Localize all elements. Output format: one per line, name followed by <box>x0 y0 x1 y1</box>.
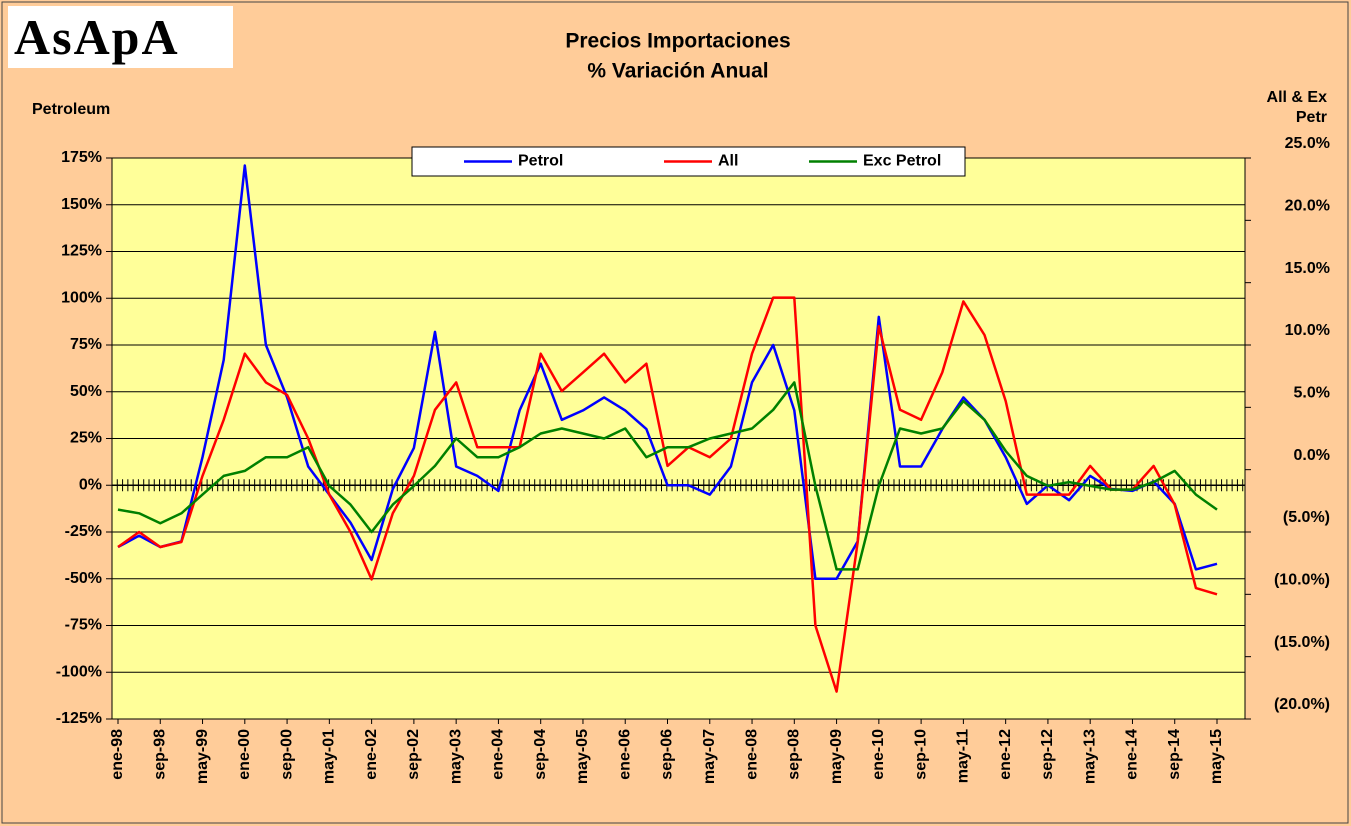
y2-tick-label: (15.0%) <box>1274 634 1330 651</box>
series-line <box>117 296 1218 693</box>
chart-subtitle: % Variación Anual <box>587 60 768 83</box>
series-line <box>117 381 1218 571</box>
x-tick-label: ene-10 <box>870 729 887 780</box>
y-tick-label: -50% <box>65 570 102 587</box>
series-line <box>117 164 1218 581</box>
x-tick-label: may-99 <box>194 729 211 784</box>
y-tick-label: 75% <box>70 336 102 353</box>
y-tick-label: -125% <box>56 710 102 727</box>
legend-label: All <box>718 153 738 170</box>
y2-tick-label: (5.0%) <box>1283 509 1330 526</box>
x-tick-label: may-01 <box>321 729 338 784</box>
x-tick-label: sep-14 <box>1166 729 1183 780</box>
x-tick-label: ene-12 <box>997 729 1014 780</box>
y2-axis-label: All & Ex Petr <box>1266 89 1327 126</box>
x-tick-label: ene-14 <box>1124 729 1141 780</box>
x-tick-label: ene-00 <box>236 729 253 780</box>
y2-tick-label: 5.0% <box>1294 385 1330 402</box>
x-tick-label: ene-08 <box>743 729 760 780</box>
x-tick-label: may-07 <box>701 729 718 784</box>
x-tick-label: ene-02 <box>363 729 380 780</box>
x-tick-label: sep-06 <box>659 729 676 780</box>
y-tick-label: 175% <box>61 149 102 166</box>
y2-tick-label: (20.0%) <box>1274 696 1330 713</box>
x-tick-label: sep-00 <box>278 729 295 780</box>
x-tick-label: sep-02 <box>405 729 422 780</box>
y2-tick-label: 0.0% <box>1294 447 1330 464</box>
chart-title: Precios Importaciones <box>565 30 790 53</box>
x-tick-label: sep-98 <box>151 729 168 780</box>
x-tick-label: may-09 <box>828 729 845 784</box>
y-tick-label: 25% <box>70 430 102 447</box>
x-tick-label: may-15 <box>1208 729 1225 784</box>
y-tick-label: 50% <box>70 383 102 400</box>
x-tick-label: ene-04 <box>490 729 507 780</box>
y2-tick-label: 10.0% <box>1285 322 1330 339</box>
y-tick-label: -100% <box>56 663 102 680</box>
y-tick-label: 100% <box>61 289 102 306</box>
y2-tick-label: 20.0% <box>1285 198 1330 215</box>
x-tick-label: ene-06 <box>616 729 633 780</box>
y-axis-label: Petroleum <box>32 101 110 118</box>
x-tick-label: sep-12 <box>1039 729 1056 780</box>
x-tick-label: sep-04 <box>532 729 549 780</box>
x-tick-label: sep-10 <box>912 729 929 780</box>
y2-tick-label: 25.0% <box>1285 135 1330 152</box>
x-tick-label: ene-98 <box>109 729 126 780</box>
y2-tick-label: 15.0% <box>1285 260 1330 277</box>
logo: AsApA <box>8 6 233 68</box>
legend-label: Petrol <box>518 153 563 170</box>
y-tick-label: 125% <box>61 243 102 260</box>
x-tick-label: may-03 <box>447 729 464 784</box>
x-tick-label: sep-08 <box>786 729 803 780</box>
x-tick-label: may-13 <box>1081 729 1098 784</box>
y-tick-label: -25% <box>65 523 102 540</box>
y-tick-label: -75% <box>65 617 102 634</box>
legend-label: Exc Petrol <box>863 153 941 170</box>
y-tick-label: 150% <box>61 196 102 213</box>
y-tick-label: 0% <box>79 476 102 493</box>
x-tick-label: may-11 <box>955 729 972 783</box>
x-tick-label: may-05 <box>574 729 591 784</box>
y2-tick-label: (10.0%) <box>1274 572 1330 589</box>
